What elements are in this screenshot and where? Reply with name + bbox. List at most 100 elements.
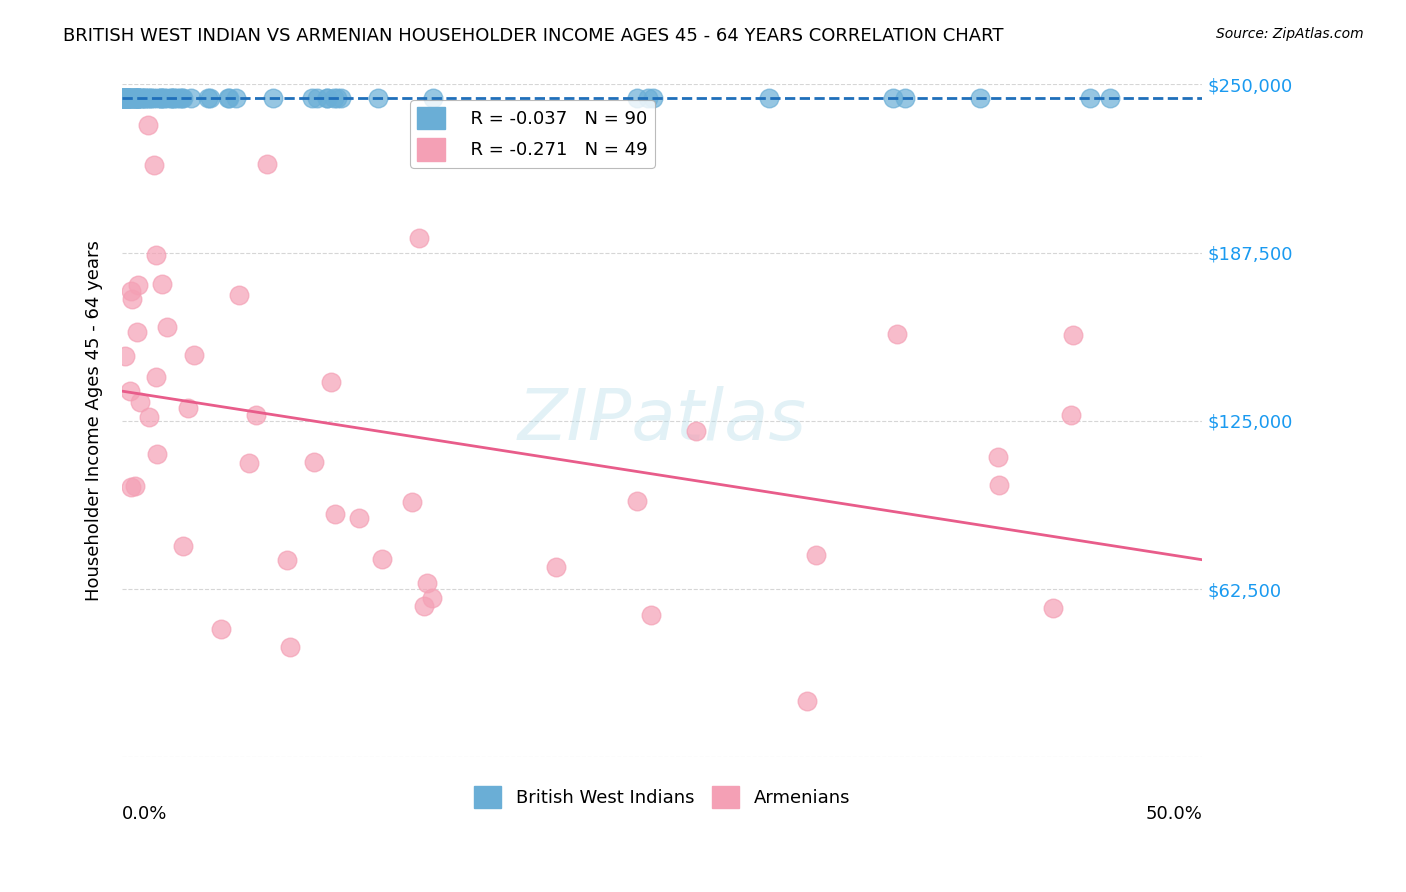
Legend: British West Indians, Armenians: British West Indians, Armenians — [467, 780, 858, 815]
Armenians — [640, 607, 662, 622]
British West Indians — [150, 91, 173, 105]
Armenians — [124, 479, 146, 493]
Armenians — [245, 409, 267, 423]
Armenians — [120, 285, 142, 299]
British West Indians — [114, 91, 136, 105]
Armenians — [276, 553, 298, 567]
Armenians — [177, 401, 200, 416]
Text: BRITISH WEST INDIAN VS ARMENIAN HOUSEHOLDER INCOME AGES 45 - 64 YEARS CORRELATIO: BRITISH WEST INDIAN VS ARMENIAN HOUSEHOL… — [63, 27, 1004, 45]
British West Indians — [637, 91, 659, 105]
Armenians — [146, 447, 169, 461]
British West Indians — [301, 91, 323, 105]
Armenians — [323, 507, 346, 521]
Armenians — [183, 348, 205, 362]
British West Indians — [112, 91, 135, 105]
British West Indians — [200, 91, 222, 105]
British West Indians — [127, 91, 149, 105]
Armenians — [138, 409, 160, 424]
Armenians — [302, 455, 325, 469]
Armenians — [127, 277, 149, 292]
British West Indians — [132, 91, 155, 105]
British West Indians — [305, 91, 328, 105]
British West Indians — [117, 91, 139, 105]
British West Indians — [112, 91, 135, 105]
British West Indians — [172, 91, 194, 105]
British West Indians — [114, 91, 136, 105]
British West Indians — [131, 91, 153, 105]
British West Indians — [129, 91, 152, 105]
British West Indians — [120, 91, 142, 105]
Armenians — [172, 539, 194, 553]
British West Indians — [155, 91, 177, 105]
Armenians — [120, 480, 142, 494]
British West Indians — [882, 91, 904, 105]
British West Indians — [218, 91, 240, 105]
British West Indians — [149, 91, 172, 105]
British West Indians — [146, 91, 169, 105]
Armenians — [155, 320, 177, 334]
British West Indians — [118, 91, 141, 105]
British West Indians — [127, 91, 149, 105]
British West Indians — [115, 91, 138, 105]
British West Indians — [124, 91, 146, 105]
British West Indians — [112, 91, 135, 105]
British West Indians — [111, 91, 134, 105]
Armenians — [1059, 409, 1081, 423]
British West Indians — [117, 91, 139, 105]
British West Indians — [166, 91, 188, 105]
Armenians — [987, 450, 1010, 464]
British West Indians — [969, 91, 991, 105]
Armenians — [238, 456, 260, 470]
Y-axis label: Householder Income Ages 45 - 64 years: Householder Income Ages 45 - 64 years — [86, 241, 103, 601]
British West Indians — [626, 91, 648, 105]
British West Indians — [217, 91, 239, 105]
Armenians — [412, 599, 434, 613]
Text: Source: ZipAtlas.com: Source: ZipAtlas.com — [1216, 27, 1364, 41]
British West Indians — [112, 91, 135, 105]
Armenians — [401, 495, 423, 509]
British West Indians — [422, 91, 444, 105]
British West Indians — [114, 91, 136, 105]
British West Indians — [169, 91, 191, 105]
British West Indians — [114, 91, 136, 105]
British West Indians — [134, 91, 156, 105]
British West Indians — [180, 91, 202, 105]
British West Indians — [160, 91, 183, 105]
Armenians — [228, 288, 250, 302]
British West Indians — [1078, 91, 1101, 105]
British West Indians — [117, 91, 139, 105]
Armenians — [416, 576, 439, 591]
British West Indians — [121, 91, 143, 105]
British West Indians — [114, 91, 136, 105]
Armenians — [987, 477, 1010, 491]
British West Indians — [124, 91, 146, 105]
Armenians — [143, 158, 166, 172]
British West Indians — [893, 91, 915, 105]
British West Indians — [758, 91, 780, 105]
British West Indians — [152, 91, 174, 105]
Armenians — [319, 375, 342, 389]
Armenians — [125, 325, 148, 339]
British West Indians — [125, 91, 148, 105]
British West Indians — [111, 91, 134, 105]
Armenians — [121, 293, 143, 307]
British West Indians — [172, 91, 194, 105]
British West Indians — [122, 91, 145, 105]
Armenians — [796, 693, 818, 707]
British West Indians — [112, 91, 135, 105]
Armenians — [278, 640, 301, 654]
British West Indians — [111, 91, 134, 105]
British West Indians — [326, 91, 349, 105]
Armenians — [145, 369, 167, 384]
British West Indians — [142, 91, 165, 105]
Armenians — [544, 560, 567, 574]
Armenians — [420, 591, 443, 605]
British West Indians — [262, 91, 284, 105]
British West Indians — [121, 91, 143, 105]
British West Indians — [150, 91, 173, 105]
British West Indians — [136, 91, 159, 105]
British West Indians — [127, 91, 149, 105]
British West Indians — [127, 91, 149, 105]
Text: ZIPatlas: ZIPatlas — [517, 386, 807, 456]
Armenians — [209, 622, 232, 636]
